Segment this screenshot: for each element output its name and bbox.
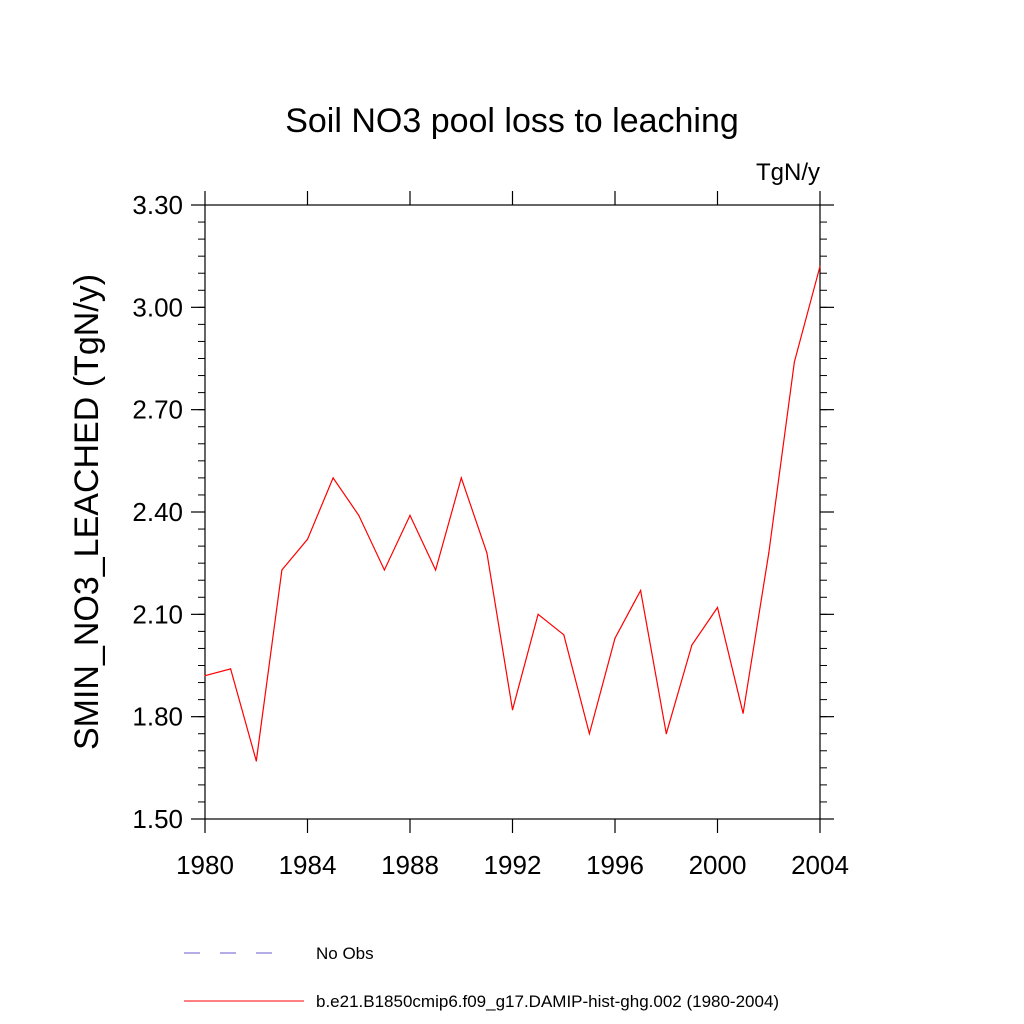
data-point	[511, 709, 514, 711]
data-point	[230, 668, 232, 670]
legend-label-no-obs: No Obs	[316, 944, 374, 963]
legend: No Obs b.e21.B1850cmip6.f09_g17.DAMIP-hi…	[184, 944, 779, 1011]
data-point	[819, 265, 821, 267]
series-line	[204, 266, 821, 762]
x-tick-label: 1980	[176, 850, 234, 880]
data-point	[204, 675, 206, 677]
data-point	[588, 733, 591, 735]
data-point	[486, 552, 488, 554]
y-tick-label: 3.30	[132, 190, 183, 220]
data-point	[435, 569, 437, 571]
y-tick-label: 3.00	[132, 292, 183, 322]
data-point	[716, 606, 719, 609]
x-axis-ticks: 1980 1984 1988 1992 1996 2000 2004	[176, 191, 849, 880]
y-tick-label: 2.70	[132, 395, 183, 425]
data-point	[255, 760, 257, 762]
data-point	[537, 613, 539, 615]
chart-title: Soil NO3 pool loss to leaching	[285, 102, 739, 140]
data-point	[358, 514, 360, 517]
data-point	[793, 361, 796, 363]
y-tick-label: 1.50	[132, 804, 183, 834]
data-point	[665, 733, 667, 735]
x-tick-label: 1988	[381, 850, 439, 880]
y-tick-label: 2.10	[132, 599, 183, 629]
data-point	[563, 634, 565, 636]
data-point	[409, 514, 411, 517]
data-point	[614, 637, 616, 639]
series-layer	[204, 265, 821, 762]
x-tick-label: 1984	[279, 850, 337, 880]
legend-label-model: b.e21.B1850cmip6.f09_g17.DAMIP-hist-ghg.…	[316, 992, 779, 1011]
y-tick-label: 1.80	[132, 702, 183, 732]
data-point	[640, 589, 642, 592]
y-tick-label: 2.40	[132, 497, 183, 527]
data-point	[383, 569, 385, 571]
y-axis-label: SMIN_NO3_LEACHED (TgN/y)	[68, 274, 106, 750]
data-point	[332, 477, 334, 479]
x-tick-label: 2000	[689, 850, 747, 880]
data-point	[460, 477, 462, 479]
data-point	[306, 538, 309, 540]
x-tick-label: 1996	[586, 850, 644, 880]
x-tick-label: 1992	[484, 850, 542, 880]
data-point	[768, 552, 770, 554]
plot-frame	[204, 204, 821, 820]
data-point	[691, 644, 693, 646]
units-label: TgN/y	[756, 159, 820, 186]
data-point	[742, 712, 744, 714]
y-axis-ticks: 1.50 1.80 2.10 2.40 2.70 3.00 3.30	[132, 190, 834, 834]
x-tick-label: 2004	[791, 850, 849, 880]
data-point	[281, 569, 283, 571]
